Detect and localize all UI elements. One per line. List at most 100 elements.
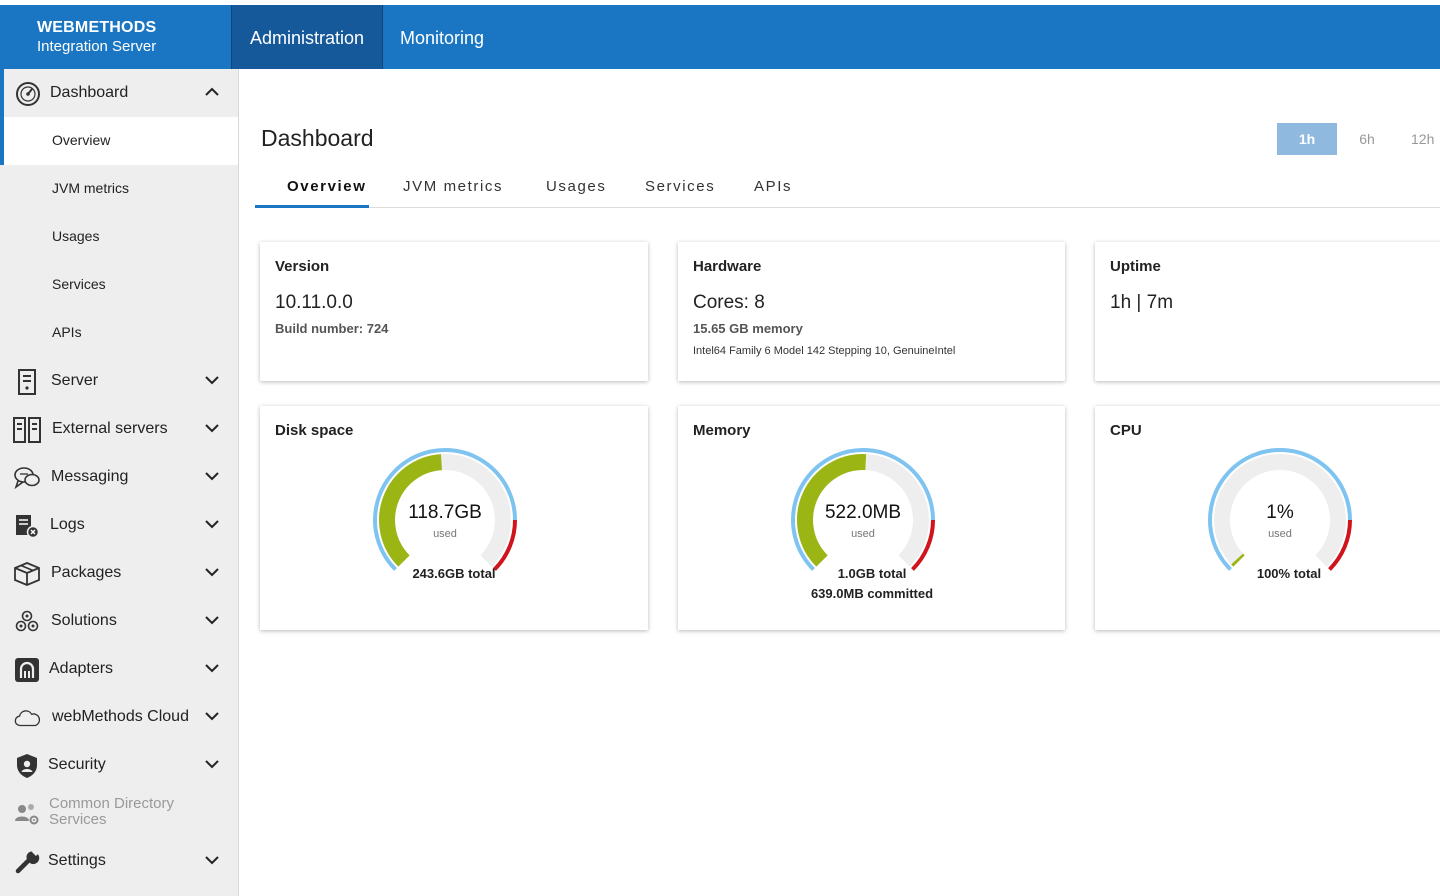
sidebar-item-adapters[interactable]: Adapters bbox=[0, 645, 238, 693]
solutions-icon bbox=[13, 608, 41, 636]
uptime-card: Uptime 1h | 7m bbox=[1095, 242, 1440, 381]
cpu-gauge: 1% used bbox=[1203, 446, 1357, 576]
cpu-description: Intel64 Family 6 Model 142 Stepping 10, … bbox=[693, 345, 956, 357]
page-title: Dashboard bbox=[261, 125, 374, 151]
logs-icon bbox=[13, 512, 41, 540]
cpu-card: CPU 1% used 100% total bbox=[1095, 406, 1440, 630]
chevron-down-icon[interactable] bbox=[203, 373, 223, 389]
sidebar-item-server[interactable]: Server bbox=[0, 357, 238, 405]
dashboard-tabs: Overview JVM metrics Usages Services API… bbox=[255, 169, 1440, 208]
sidebar-sub-apis[interactable]: APIs bbox=[0, 309, 238, 357]
cores-value: Cores: 8 bbox=[693, 292, 765, 313]
sidebar-item-settings[interactable]: Settings bbox=[0, 837, 238, 885]
gauge-svg bbox=[373, 448, 517, 571]
chevron-down-icon[interactable] bbox=[203, 757, 223, 773]
chevron-down-icon[interactable] bbox=[203, 517, 223, 533]
tab-overview[interactable]: Overview bbox=[287, 178, 367, 195]
sidebar-item-messaging[interactable]: Messaging bbox=[0, 453, 238, 501]
disk-total: 243.6GB total bbox=[412, 566, 496, 581]
hardware-card: Hardware Cores: 8 15.65 GB memory Intel6… bbox=[678, 242, 1065, 381]
gauge-value: 118.7GB bbox=[408, 502, 482, 523]
main-content: Dashboard 1h 6h 12h Overview JVM metrics… bbox=[240, 69, 1440, 896]
sidebar-label: Adapters bbox=[49, 660, 114, 677]
nav-tab-administration[interactable]: Administration bbox=[231, 5, 383, 69]
active-tab-indicator bbox=[255, 205, 369, 208]
nav-tab-monitoring[interactable]: Monitoring bbox=[400, 28, 485, 48]
sidebar-item-solutions[interactable]: Solutions bbox=[0, 597, 238, 645]
wrench-icon bbox=[13, 848, 41, 876]
chevron-down-icon[interactable] bbox=[203, 469, 223, 485]
gauge-used-label: used bbox=[433, 528, 457, 540]
memory-card: Memory 522.0MB used 1.0GB total 639.0MB … bbox=[678, 406, 1065, 630]
gauge-outer-ring bbox=[1208, 448, 1352, 571]
gauge-fill bbox=[1231, 553, 1245, 567]
tab-apis[interactable]: APIs bbox=[754, 178, 793, 195]
range-6h-button[interactable]: 6h bbox=[1359, 131, 1375, 147]
tab-jvm-metrics[interactable]: JVM metrics bbox=[403, 178, 504, 195]
sidebar-item-dashboard[interactable]: Dashboard bbox=[0, 69, 238, 117]
gauge-danger-zone bbox=[911, 519, 935, 571]
directory-services-icon bbox=[13, 800, 41, 828]
gauge-value: 522.0MB bbox=[824, 502, 902, 523]
gauge-used-label: used bbox=[851, 528, 875, 540]
gauge-outer-ring bbox=[373, 448, 517, 571]
sidebar-label: Security bbox=[48, 756, 106, 773]
sidebar-sub-label: JVM metrics bbox=[52, 180, 129, 196]
chevron-down-icon[interactable] bbox=[203, 421, 223, 437]
sidebar-label: webMethods Cloud bbox=[52, 708, 189, 725]
card-title: Version bbox=[275, 258, 330, 275]
card-title: Hardware bbox=[693, 258, 762, 275]
sidebar-sub-label: Usages bbox=[52, 228, 100, 244]
chevron-up-icon[interactable] bbox=[203, 85, 223, 101]
sidebar-item-webmethods-cloud[interactable]: webMethods Cloud bbox=[0, 693, 238, 741]
top-strip bbox=[0, 0, 1440, 5]
memory-total: 1.0GB total bbox=[837, 566, 907, 581]
package-icon bbox=[13, 560, 41, 588]
speedometer-icon bbox=[14, 80, 42, 108]
chevron-down-icon[interactable] bbox=[203, 709, 223, 725]
messaging-icon bbox=[13, 464, 41, 492]
sidebar-item-external-servers[interactable]: External servers bbox=[0, 405, 238, 453]
adapter-icon bbox=[13, 656, 41, 684]
sidebar-item-packages[interactable]: Packages bbox=[0, 549, 238, 597]
chevron-down-icon[interactable] bbox=[203, 565, 223, 581]
gauge-used-label: used bbox=[1268, 528, 1292, 540]
sidebar-label: External servers bbox=[52, 420, 168, 437]
sidebar-item-security[interactable]: Security bbox=[0, 741, 238, 789]
external-servers-icon bbox=[13, 416, 41, 444]
chevron-down-icon[interactable] bbox=[203, 853, 223, 869]
gauge-outer-ring bbox=[791, 448, 935, 571]
gauge-svg bbox=[1208, 448, 1352, 571]
tab-usages[interactable]: Usages bbox=[546, 178, 607, 195]
sidebar-sub-usages[interactable]: Usages bbox=[0, 213, 238, 261]
sidebar-sub-label: Overview bbox=[52, 132, 111, 148]
sidebar-item-logs[interactable]: Logs bbox=[0, 501, 238, 549]
gauge-fill bbox=[797, 454, 867, 567]
card-title: Uptime bbox=[1110, 258, 1161, 275]
brand-name: WEBMETHODS bbox=[37, 19, 157, 36]
version-card: Version 10.11.0.0 Build number: 724 bbox=[260, 242, 648, 381]
brand-logo[interactable]: WEBMETHODS Integration Server bbox=[0, 5, 231, 69]
brand-product: Integration Server bbox=[37, 38, 157, 55]
shield-icon bbox=[13, 752, 41, 780]
sidebar-sub-overview[interactable]: Overview bbox=[0, 117, 238, 165]
gauge-track bbox=[1214, 454, 1346, 567]
chevron-down-icon[interactable] bbox=[203, 661, 223, 677]
sidebar-label: Server bbox=[51, 372, 99, 389]
sidebar-sub-jvm-metrics[interactable]: JVM metrics bbox=[0, 165, 238, 213]
range-1h-button[interactable]: 1h bbox=[1277, 123, 1337, 155]
server-icon bbox=[13, 368, 41, 396]
gauge-svg bbox=[791, 448, 935, 571]
tab-services[interactable]: Services bbox=[645, 178, 716, 195]
sidebar-sub-label: APIs bbox=[52, 324, 82, 340]
card-title: Disk space bbox=[275, 422, 354, 439]
range-12h-button[interactable]: 12h bbox=[1411, 131, 1435, 147]
sidebar-sub-services[interactable]: Services bbox=[0, 261, 238, 309]
cpu-total: 100% total bbox=[1256, 566, 1322, 581]
sidebar-label: Common Directory Services bbox=[49, 795, 175, 828]
gauge-fill bbox=[379, 454, 443, 567]
app-header: WEBMETHODS Integration Server Administra… bbox=[0, 5, 1440, 69]
memory-value: 15.65 GB memory bbox=[693, 321, 803, 336]
sidebar-sub-label: Services bbox=[52, 276, 106, 292]
chevron-down-icon[interactable] bbox=[203, 613, 223, 629]
